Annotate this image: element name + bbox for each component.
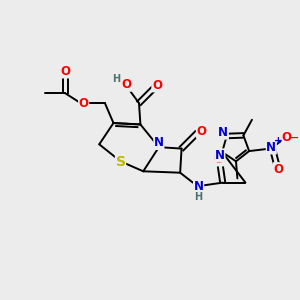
Text: N: N: [194, 180, 204, 194]
Text: O: O: [196, 125, 206, 138]
Text: H: H: [112, 74, 120, 84]
Text: N: N: [215, 149, 225, 162]
Text: O: O: [273, 163, 284, 176]
Text: O: O: [121, 78, 131, 91]
Text: O: O: [60, 65, 70, 78]
Text: O: O: [79, 97, 89, 110]
Text: O: O: [282, 131, 292, 144]
Text: H: H: [194, 192, 203, 202]
Text: −: −: [290, 133, 299, 142]
Text: N: N: [218, 126, 228, 139]
Text: O: O: [152, 79, 162, 92]
Text: N: N: [154, 136, 164, 149]
Text: O: O: [214, 153, 224, 166]
Text: N: N: [266, 141, 276, 154]
Text: S: S: [116, 155, 126, 169]
Text: +: +: [274, 136, 283, 146]
